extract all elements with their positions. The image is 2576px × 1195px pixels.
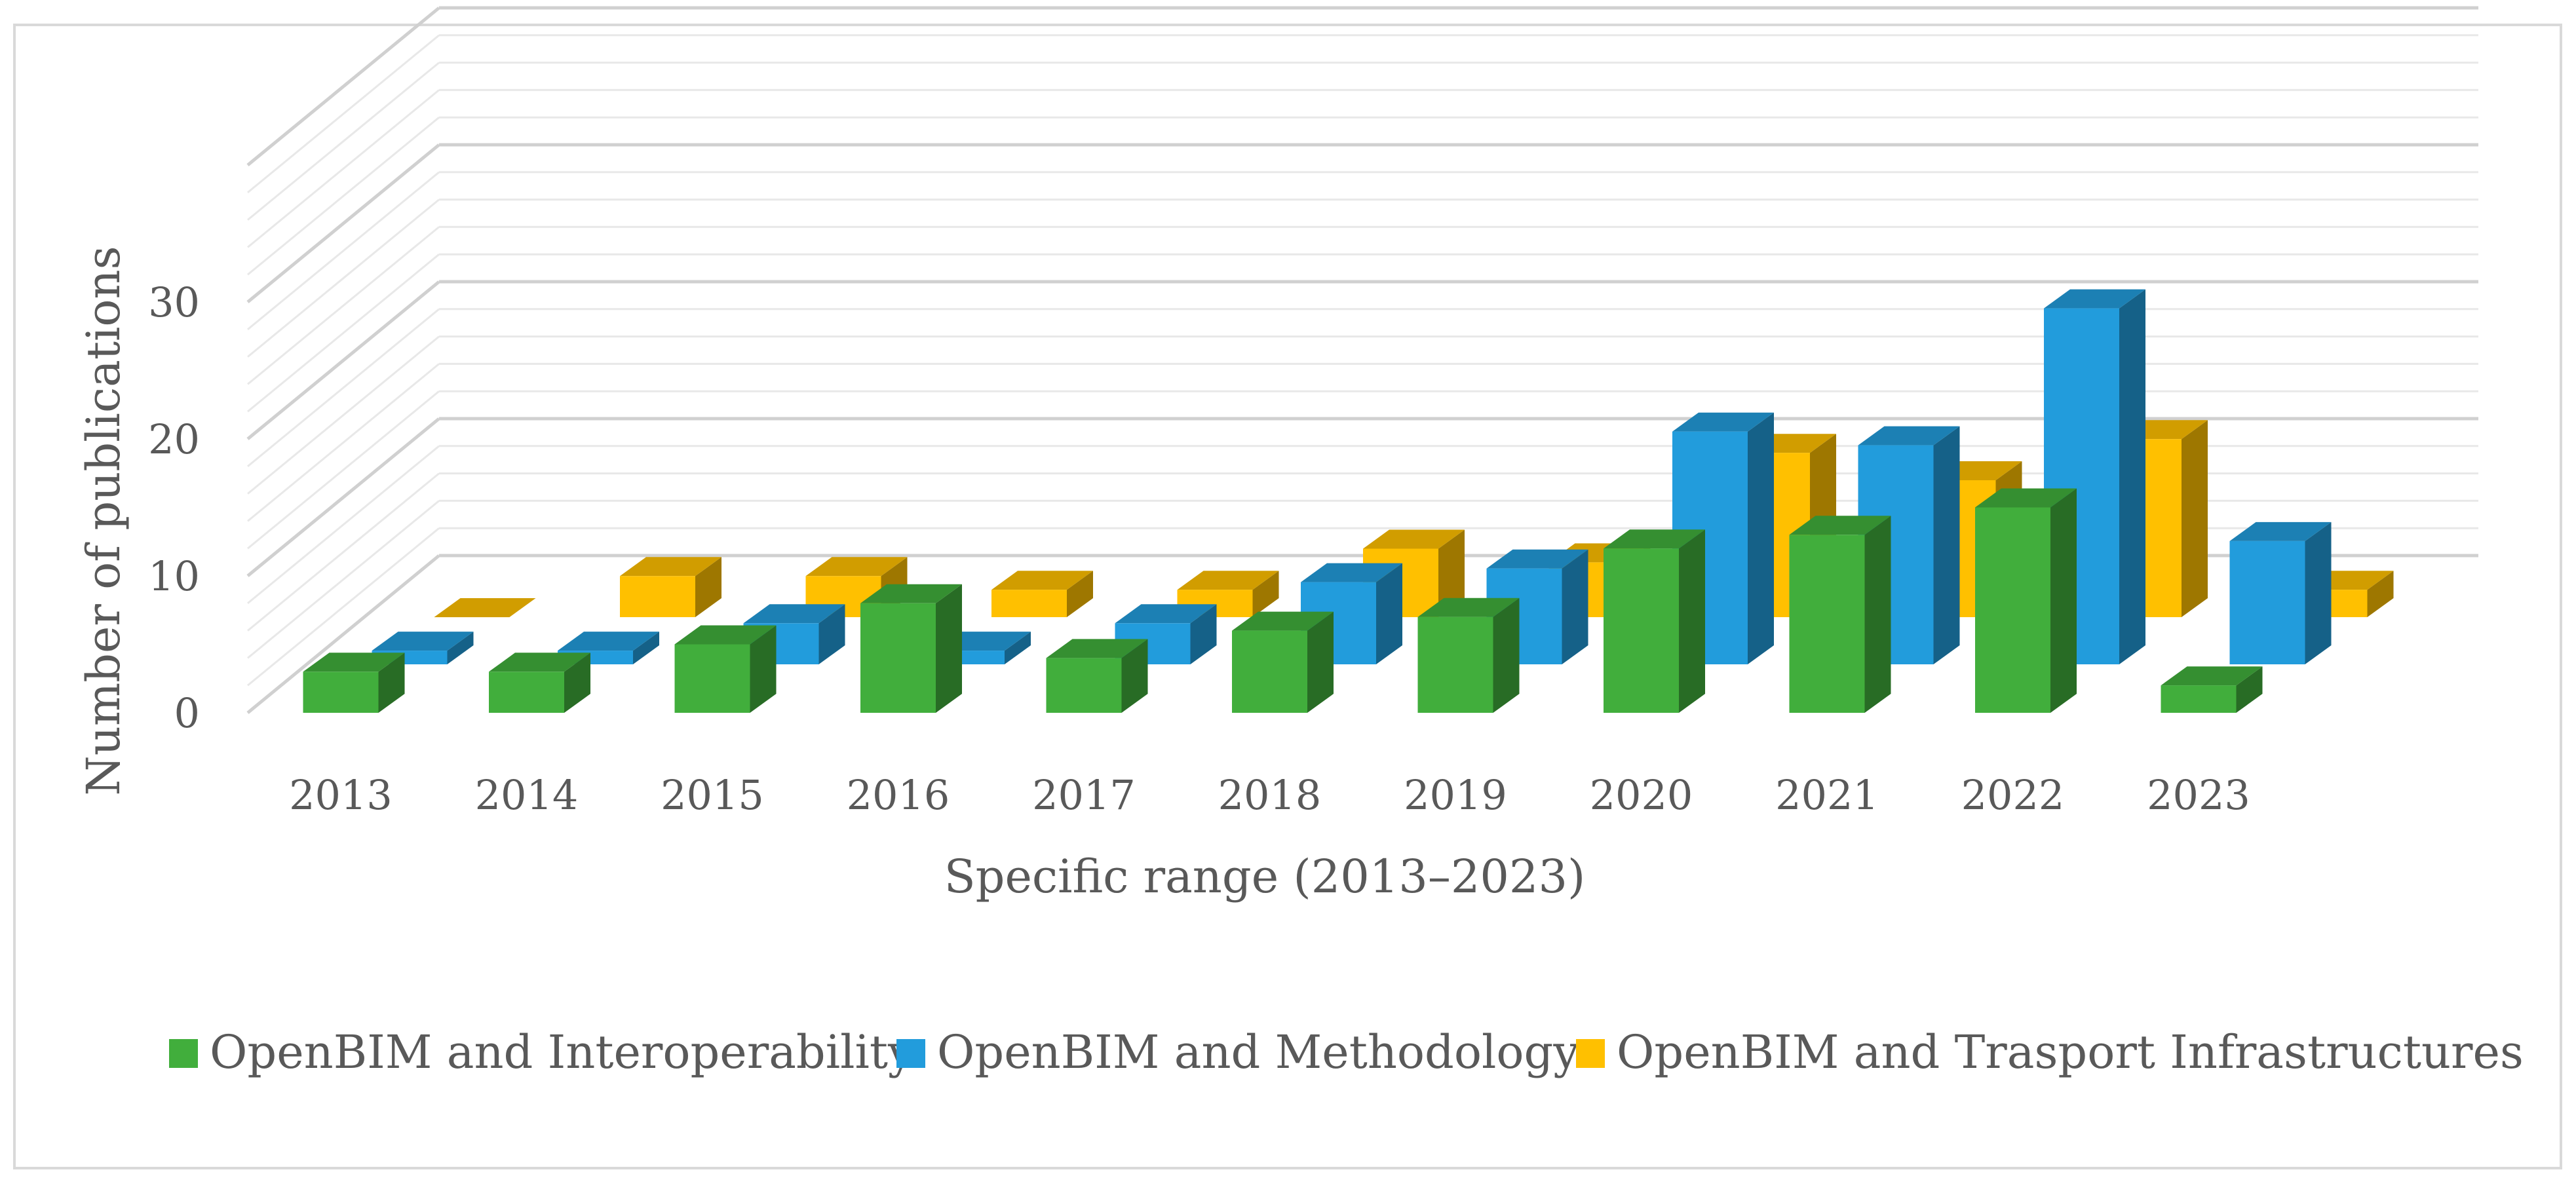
bar-openbim-and-trasport-infrastructures-2014 xyxy=(620,557,721,617)
legend-item: OpenBIM and Interoperability xyxy=(169,1025,914,1079)
bar-openbim-and-interoperability-2016 xyxy=(860,584,962,713)
y-axis-title: Number of publications xyxy=(77,246,130,795)
bar-openbim-and-interoperability-2022 xyxy=(1975,489,2077,713)
x-tick-label: 2016 xyxy=(847,771,950,819)
legend: OpenBIM and Interoperability OpenBIM and … xyxy=(169,1025,2524,1079)
x-tick-label: 2022 xyxy=(1961,771,2065,819)
bar-openbim-and-interoperability-2019 xyxy=(1418,598,1520,713)
x-tick-label: 2020 xyxy=(1590,771,1693,819)
x-tick-label: 2014 xyxy=(475,771,579,819)
bar-openbim-and-interoperability-2020 xyxy=(1604,529,1705,713)
bar-openbim-and-interoperability-2013 xyxy=(303,653,405,713)
legend-item: OpenBIM and Methodology xyxy=(896,1025,1579,1079)
bar-openbim-and-interoperability-2018 xyxy=(1232,612,1334,713)
y-tick-label: 10 xyxy=(148,552,200,600)
bar-openbim-and-interoperability-2021 xyxy=(1790,516,1891,713)
legend-swatch xyxy=(169,1039,198,1068)
legend-label: OpenBIM and Interoperability xyxy=(210,1025,914,1079)
legend-swatch xyxy=(1576,1039,1605,1068)
bar-openbim-and-methodology-2023 xyxy=(2230,522,2332,664)
x-tick-label: 2015 xyxy=(661,771,764,819)
x-tick-label: 2021 xyxy=(1775,771,1879,819)
legend-item: OpenBIM and Trasport Infrastructures xyxy=(1576,1025,2524,1079)
legend-label: OpenBIM and Trasport Infrastructures xyxy=(1617,1025,2524,1079)
x-tick-label: 2017 xyxy=(1032,771,1136,819)
legend-label: OpenBIM and Methodology xyxy=(937,1025,1579,1079)
x-axis-title: Specific range (2013–2023) xyxy=(944,850,1586,903)
bar-openbim-and-interoperability-2014 xyxy=(489,653,590,713)
x-tick-label: 2023 xyxy=(2147,771,2250,819)
y-tick-label: 30 xyxy=(148,278,200,326)
y-tick-label: 0 xyxy=(174,689,200,737)
x-tick-label: 2018 xyxy=(1218,771,1322,819)
bar-openbim-and-interoperability-2015 xyxy=(675,626,777,713)
legend-swatch xyxy=(896,1039,925,1068)
x-tick-label: 2013 xyxy=(289,771,393,819)
bar-openbim-and-interoperability-2017 xyxy=(1047,639,1148,713)
x-tick-label: 2019 xyxy=(1404,771,1507,819)
y-tick-label: 20 xyxy=(148,415,200,463)
